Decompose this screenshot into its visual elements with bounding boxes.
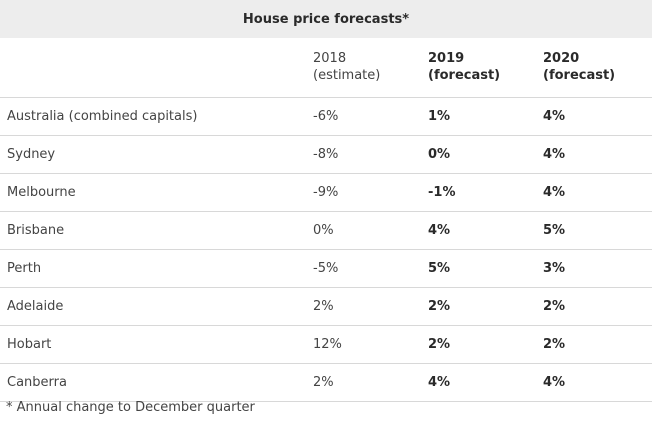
row-label: Melbourne — [7, 185, 76, 200]
row-label: Hobart — [7, 337, 52, 352]
column-header-2019-note: (forecast) — [428, 68, 501, 83]
table-row: Brisbane 0% 4% 5% — [0, 212, 652, 250]
table-row: Sydney -8% 0% 4% — [0, 136, 652, 174]
row-label: Adelaide — [7, 299, 64, 314]
value-2018: 12% — [313, 337, 342, 352]
value-2020: 4% — [543, 185, 566, 200]
value-2018: -6% — [313, 109, 339, 124]
column-header-2019-year: 2019 — [428, 51, 465, 66]
value-2018: -9% — [313, 185, 339, 200]
column-header-2020: 2020 (forecast) — [543, 50, 615, 84]
value-2020: 4% — [543, 147, 566, 162]
value-2020: 4% — [543, 375, 566, 390]
row-label: Sydney — [7, 147, 56, 162]
row-label: Australia (combined capitals) — [7, 109, 198, 124]
column-header-2020-note: (forecast) — [543, 68, 616, 83]
row-label: Canberra — [7, 375, 67, 390]
value-2020: 4% — [543, 109, 566, 124]
value-2020: 3% — [543, 261, 566, 276]
value-2020: 2% — [543, 337, 566, 352]
column-header-2018-note: (estimate) — [313, 68, 381, 83]
value-2019: 4% — [428, 223, 451, 238]
value-2019: 2% — [428, 299, 451, 314]
value-2019: 0% — [428, 147, 451, 162]
table-row: Australia (combined capitals) -6% 1% 4% — [0, 98, 652, 136]
column-header-2018: 2018 (estimate) — [313, 50, 380, 84]
value-2019: 5% — [428, 261, 451, 276]
table-row: Perth -5% 5% 3% — [0, 250, 652, 288]
value-2018: 0% — [313, 223, 334, 238]
value-2018: -5% — [313, 261, 339, 276]
value-2018: -8% — [313, 147, 339, 162]
value-2019: -1% — [428, 185, 456, 200]
value-2018: 2% — [313, 299, 334, 314]
table-title: House price forecasts* — [0, 0, 652, 38]
row-label: Brisbane — [7, 223, 65, 238]
footnote: * Annual change to December quarter — [6, 400, 255, 415]
table-row: Melbourne -9% -1% 4% — [0, 174, 652, 212]
value-2019: 1% — [428, 109, 451, 124]
column-header-2018-year: 2018 — [313, 51, 347, 66]
value-2019: 4% — [428, 375, 451, 390]
value-2018: 2% — [313, 375, 334, 390]
column-header-row: 2018 (estimate) 2019 (forecast) 2020 (fo… — [0, 38, 652, 98]
table-row: Canberra 2% 4% 4% — [0, 364, 652, 402]
column-header-2019: 2019 (forecast) — [428, 50, 500, 84]
table-row: Hobart 12% 2% 2% — [0, 326, 652, 364]
value-2020: 2% — [543, 299, 566, 314]
column-header-2020-year: 2020 — [543, 51, 580, 66]
value-2019: 2% — [428, 337, 451, 352]
table-row: Adelaide 2% 2% 2% — [0, 288, 652, 326]
row-label: Perth — [7, 261, 42, 276]
value-2020: 5% — [543, 223, 566, 238]
